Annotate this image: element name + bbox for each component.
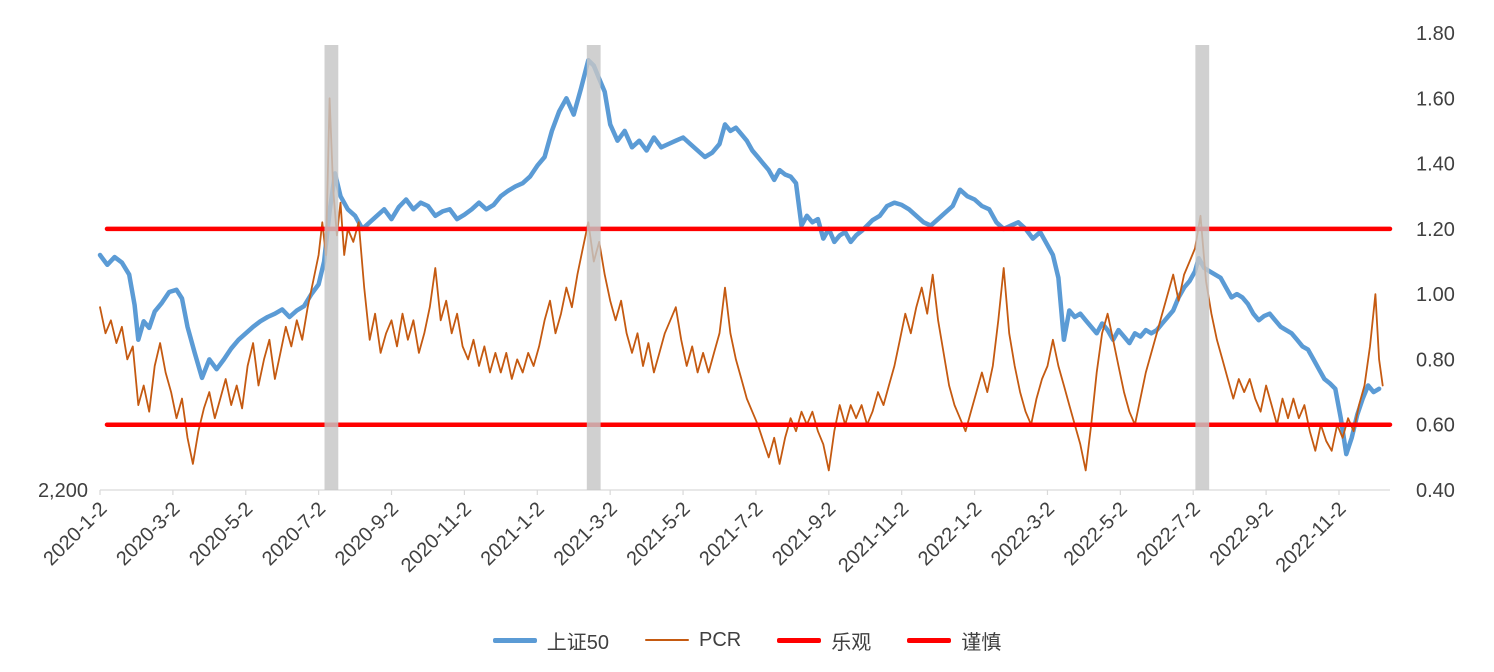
right-axis-label: 0.60 <box>1416 415 1455 437</box>
x-axis-label: 2021-3-2 <box>550 498 622 570</box>
x-axis-label: 2020-9-2 <box>331 498 403 570</box>
x-axis-label: 2021-11-2 <box>834 498 913 577</box>
x-axis-label: 2021-5-2 <box>622 498 694 570</box>
chart-canvas: 0.400.600.801.001.201.401.601.802,200202… <box>38 23 1455 577</box>
right-axis-label: 0.80 <box>1416 349 1455 371</box>
chart-legend: 上证50 PCR 乐观 谨慎 <box>0 612 1494 668</box>
left-axis-label: 2,200 <box>38 480 88 502</box>
pcr-line <box>99 97 1384 472</box>
legend-swatch-optimistic <box>777 637 822 643</box>
x-axis-label: 2022-5-2 <box>1060 498 1132 570</box>
x-axis-label: 2020-11-2 <box>397 498 476 577</box>
right-axis-label: 1.40 <box>1416 154 1455 176</box>
x-axis-label: 2021-1-2 <box>477 498 549 570</box>
x-axis-label: 2020-1-2 <box>39 498 111 570</box>
x-axis-label: 2021-9-2 <box>768 498 840 570</box>
right-axis-label: 1.00 <box>1416 284 1455 306</box>
x-axis-label: 2022-11-2 <box>1272 498 1351 577</box>
legend-swatch-pcr <box>645 639 689 641</box>
right-axis-label: 1.80 <box>1416 23 1455 45</box>
highlight-band <box>1195 45 1210 490</box>
x-axis-label: 2020-7-2 <box>258 498 330 570</box>
highlight-band <box>586 45 601 490</box>
legend-label-sse50: 上证50 <box>546 631 609 654</box>
x-axis-label: 2022-1-2 <box>914 498 986 570</box>
legend-swatch-sse50 <box>492 637 537 643</box>
legend-label-pcr: PCR <box>699 628 742 651</box>
legend-item-cautious: 谨慎 <box>907 626 1001 655</box>
x-axis-label: 2022-9-2 <box>1205 498 1277 570</box>
right-axis-label: 0.40 <box>1416 480 1455 502</box>
legend-item-pcr: PCR <box>645 629 741 652</box>
sse50-line <box>97 57 1382 457</box>
legend-item-optimistic: 乐观 <box>777 626 871 655</box>
legend-label-optimistic: 乐观 <box>831 631 872 654</box>
x-axis-label: 2021-7-2 <box>695 498 767 570</box>
x-axis-label: 2020-3-2 <box>112 498 184 570</box>
x-axis-label: 2022-7-2 <box>1133 498 1205 570</box>
right-axis-label: 1.60 <box>1416 88 1455 110</box>
legend-label-cautious: 谨慎 <box>961 631 1002 654</box>
x-axis-label: 2022-3-2 <box>987 498 1059 570</box>
legend-swatch-cautious <box>907 637 952 643</box>
legend-item-sse50: 上证50 <box>492 626 609 655</box>
highlight-band <box>324 45 339 490</box>
right-axis-label: 1.20 <box>1416 219 1455 241</box>
x-axis-label: 2020-5-2 <box>185 498 257 570</box>
